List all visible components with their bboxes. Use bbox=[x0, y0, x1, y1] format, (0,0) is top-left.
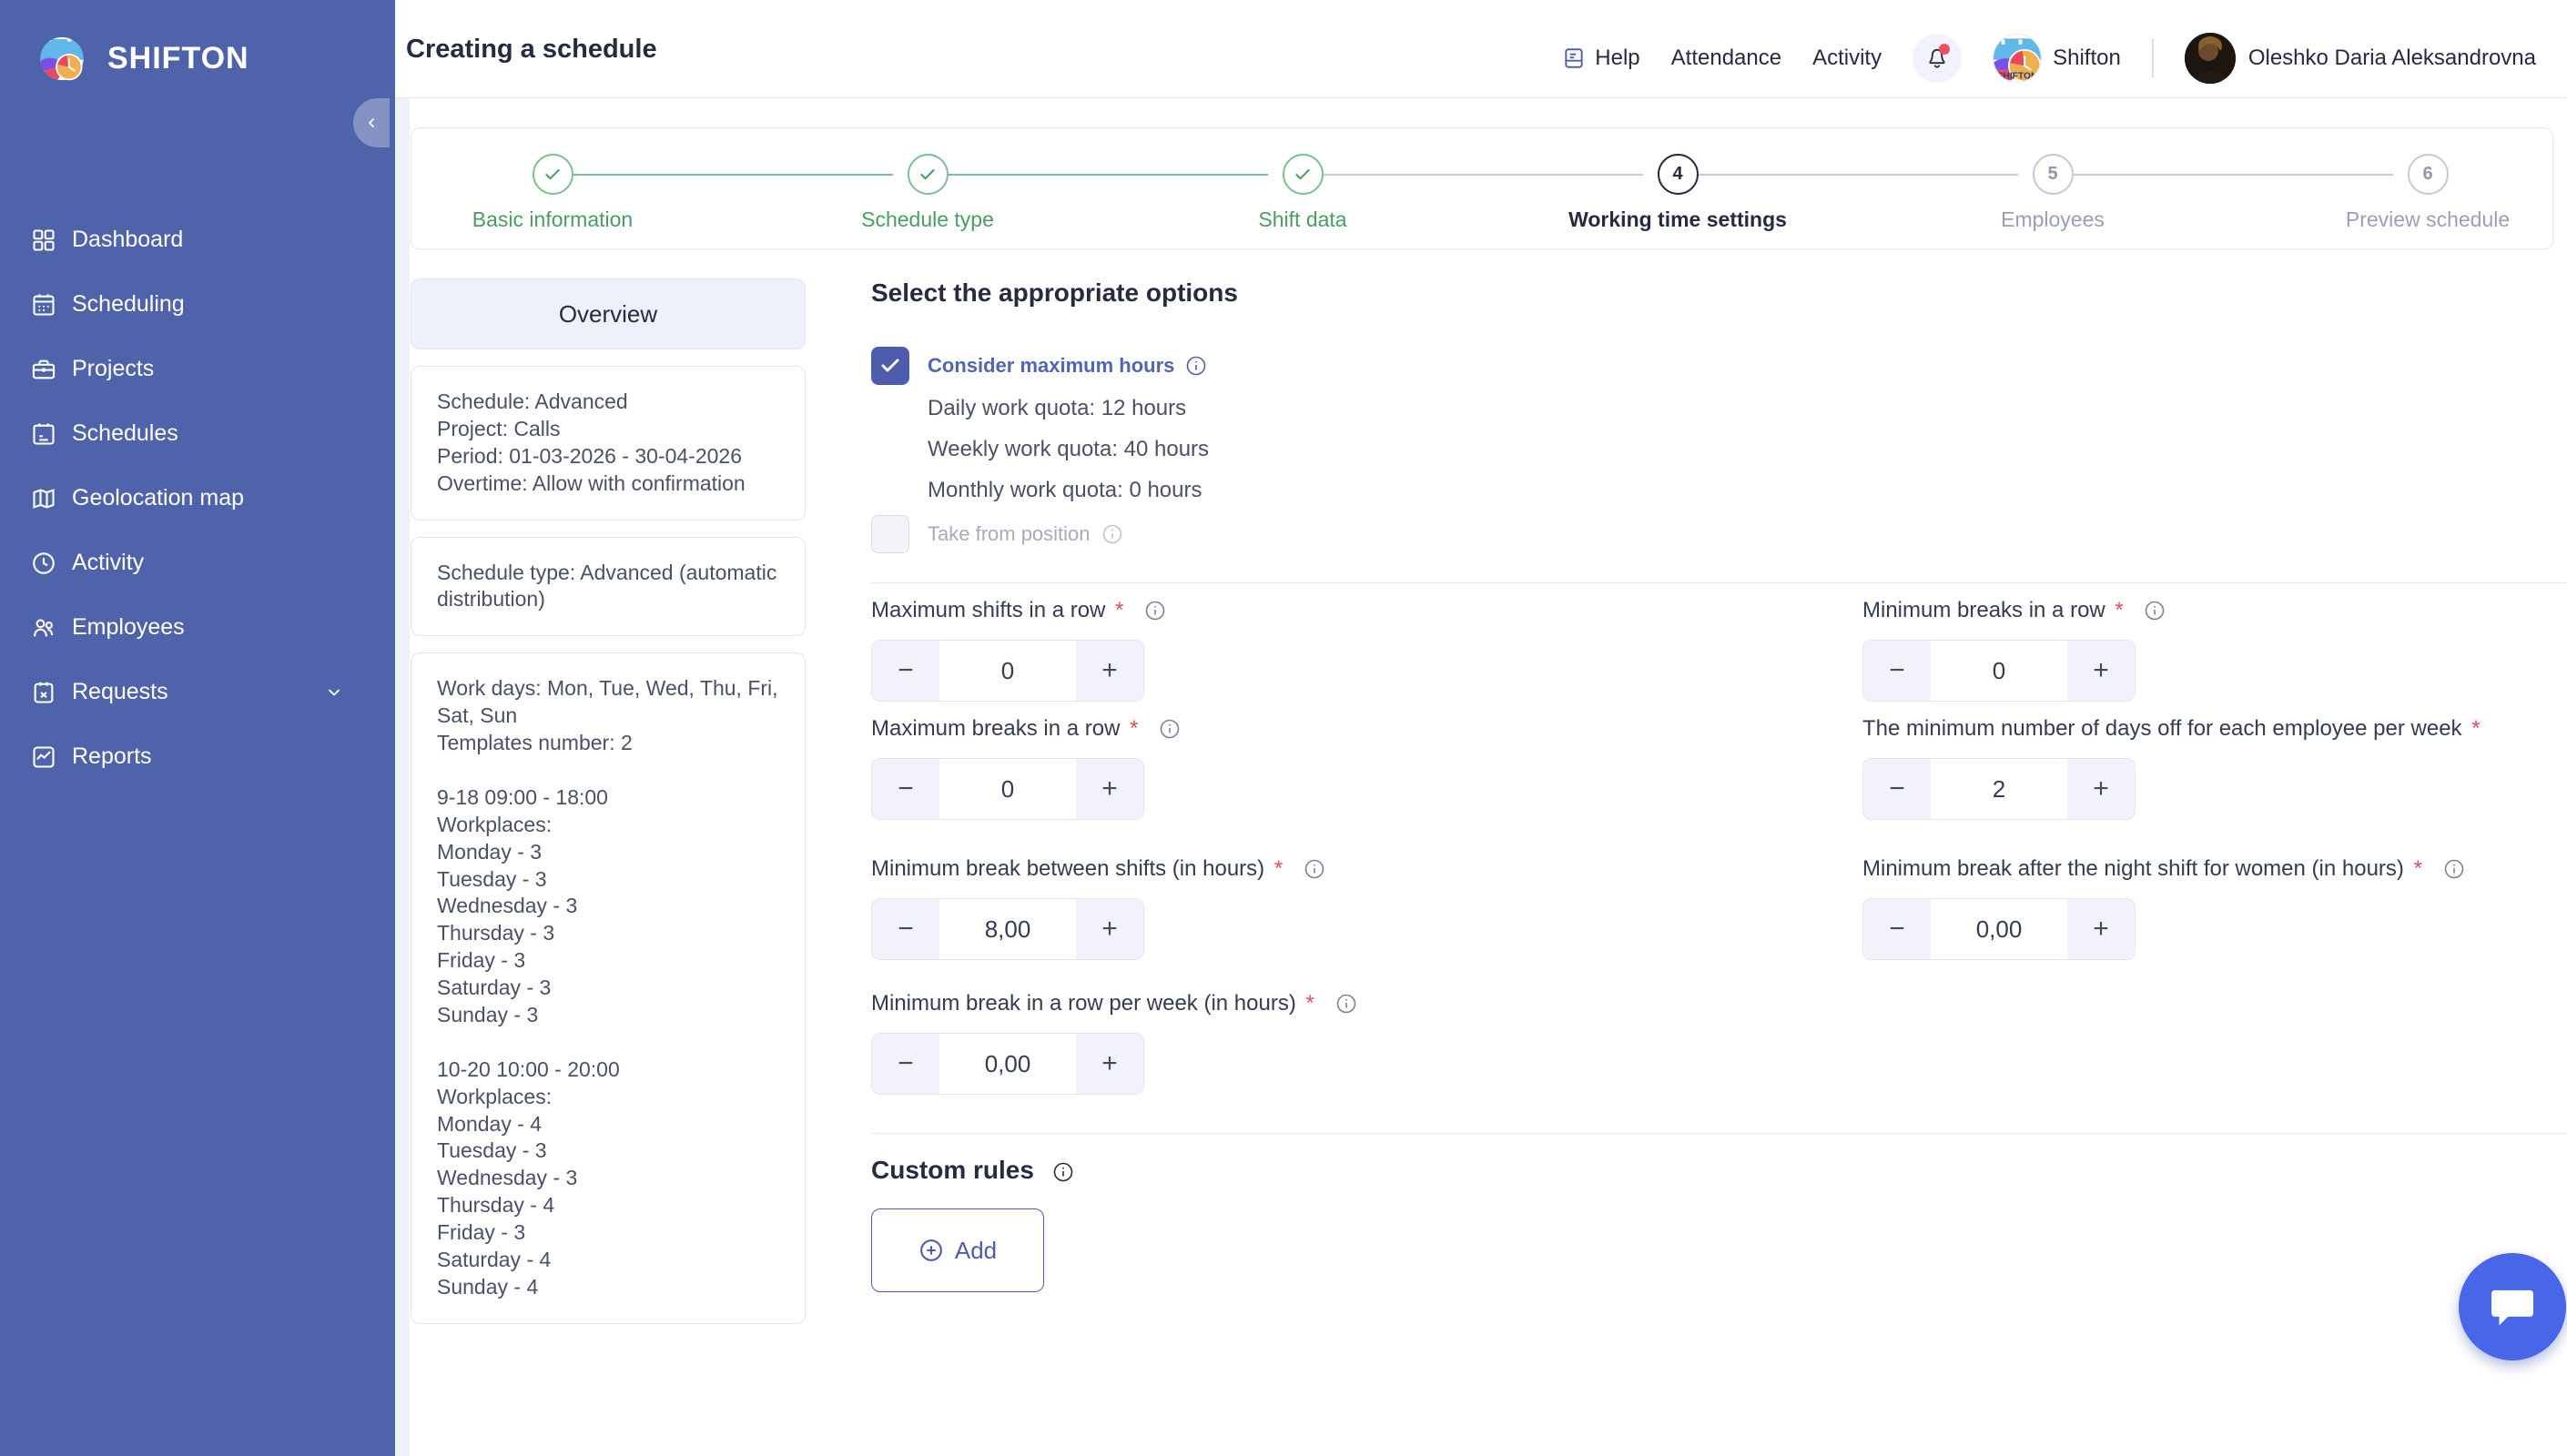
svg-text:SHIFTON: SHIFTON bbox=[1997, 72, 2038, 82]
